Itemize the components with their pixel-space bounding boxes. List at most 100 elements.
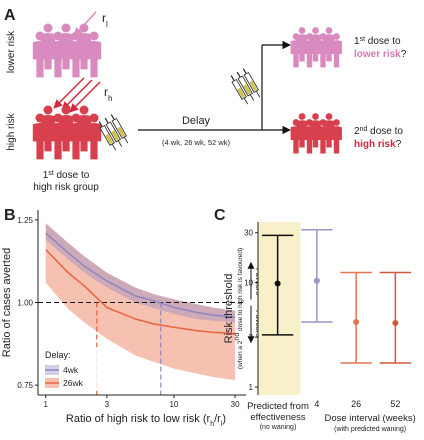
option-part: ? — [401, 49, 407, 60]
syringe-plunger — [242, 68, 247, 75]
person-head — [292, 33, 300, 40]
person-body — [86, 40, 102, 78]
caption-part: st — [48, 170, 54, 177]
infection-arrow — [53, 77, 85, 109]
option-part: st — [360, 36, 366, 43]
rate-symbol: r — [102, 11, 106, 25]
x-tick-label: 10 — [169, 400, 178, 409]
person-head — [89, 31, 99, 41]
point — [353, 318, 360, 325]
option-target: high risk — [354, 139, 396, 150]
point — [392, 320, 399, 327]
syringe-plunger — [110, 114, 115, 121]
option-part: 2 — [354, 126, 360, 137]
person-head — [79, 23, 89, 33]
person-head — [61, 105, 71, 115]
person-body — [290, 126, 302, 154]
person-icon — [32, 113, 48, 160]
syringe-plunger — [230, 75, 235, 82]
panel-label: C — [214, 207, 226, 224]
x-axis-label-part: h — [210, 421, 214, 428]
syringe-needle — [117, 140, 123, 147]
panel-c: C 1 3 10 30 Risk threshold(when a 2nd dose to… — [214, 207, 416, 433]
infection-arrow — [69, 81, 101, 113]
person-icon — [86, 113, 102, 160]
y-tick-label: 1.00 — [17, 299, 33, 308]
person-head — [333, 119, 340, 126]
person-head — [319, 119, 327, 126]
option-part: nd — [360, 126, 368, 133]
person-head — [306, 33, 313, 40]
y-tick-label: 0.75 — [17, 381, 33, 390]
group-label: Dose interval (weeks) — [324, 413, 415, 424]
x-axis-label-part: Ratio of high risk to low risk (r — [66, 413, 211, 425]
syringe-liquid — [243, 84, 252, 95]
infection-arrow — [61, 79, 93, 111]
x-axis-label: Ratio of high risk to low risk (rh/rl) — [66, 413, 226, 428]
option-text: high risk? — [354, 139, 402, 150]
x-axis-label-part: ) — [222, 413, 226, 425]
person-head — [53, 31, 63, 41]
rate-label: rl — [102, 11, 108, 29]
person-body — [317, 126, 329, 154]
option-text: lower risk? — [354, 49, 407, 60]
x-tick-label: 3 — [105, 400, 110, 409]
person-head — [71, 31, 81, 41]
option-text: 2nd dose to — [354, 126, 403, 138]
person-head — [53, 113, 63, 123]
person-head — [43, 23, 53, 33]
option-part: dose to — [367, 126, 403, 137]
person-body — [290, 40, 302, 68]
person-body — [32, 122, 48, 160]
person-head — [35, 113, 45, 123]
person-body — [331, 40, 342, 68]
option-target: lower risk — [354, 49, 401, 60]
y-tick-label: 10 — [244, 279, 253, 288]
panel-label: B — [4, 207, 16, 224]
person-body — [331, 126, 342, 154]
x-tick-label: 30 — [231, 400, 240, 409]
person-head — [292, 119, 300, 126]
option-part: dose to — [365, 36, 401, 47]
syringe-needle — [243, 97, 249, 105]
person-icon — [50, 113, 66, 160]
delay-options: (4 wk, 26 wk, 52 wk) — [162, 138, 230, 147]
caption: high risk group — [33, 182, 99, 193]
person-head — [306, 119, 313, 126]
y-axis-sublabel-part: (when a 2 — [237, 340, 244, 369]
x-axis-label-part: /r — [214, 413, 221, 425]
point — [313, 277, 320, 284]
person-head — [325, 27, 333, 34]
category-label: Predicted from effectiveness — [247, 401, 309, 423]
y-axis-label: Ratio of cases averted — [1, 248, 13, 357]
syringe-liquid — [111, 130, 120, 141]
highlight-band — [258, 222, 301, 395]
y-tick-label: 1 — [249, 383, 254, 392]
x-axis-label-part: l — [221, 421, 223, 428]
syringe-needle — [111, 143, 117, 151]
person-head — [312, 113, 319, 120]
person-head — [298, 113, 306, 120]
rate-sub: h — [108, 94, 112, 103]
group-note: (with predicted waning) — [334, 426, 406, 433]
person-head — [43, 105, 53, 115]
rate-label: rh — [104, 85, 112, 103]
x-tick-label: 52 — [390, 399, 400, 409]
syringe-needle — [255, 90, 261, 98]
syringe-needle — [249, 94, 255, 101]
person-head — [71, 113, 81, 123]
person-body — [304, 40, 315, 68]
person-body — [32, 40, 48, 78]
rate-sub: l — [106, 20, 108, 29]
caption-part: dose to — [54, 170, 90, 181]
option-text: 1st dose to — [354, 36, 401, 48]
caption: 1st dose to — [43, 170, 90, 182]
person-icon — [68, 31, 84, 78]
person-head — [61, 23, 71, 33]
ci-ribbon — [45, 223, 236, 323]
syringe-liquid — [105, 133, 114, 145]
y-axis-sublabel-part: dose to high risk is favoured) — [237, 248, 244, 333]
y-tick-label: 1.25 — [17, 216, 33, 225]
